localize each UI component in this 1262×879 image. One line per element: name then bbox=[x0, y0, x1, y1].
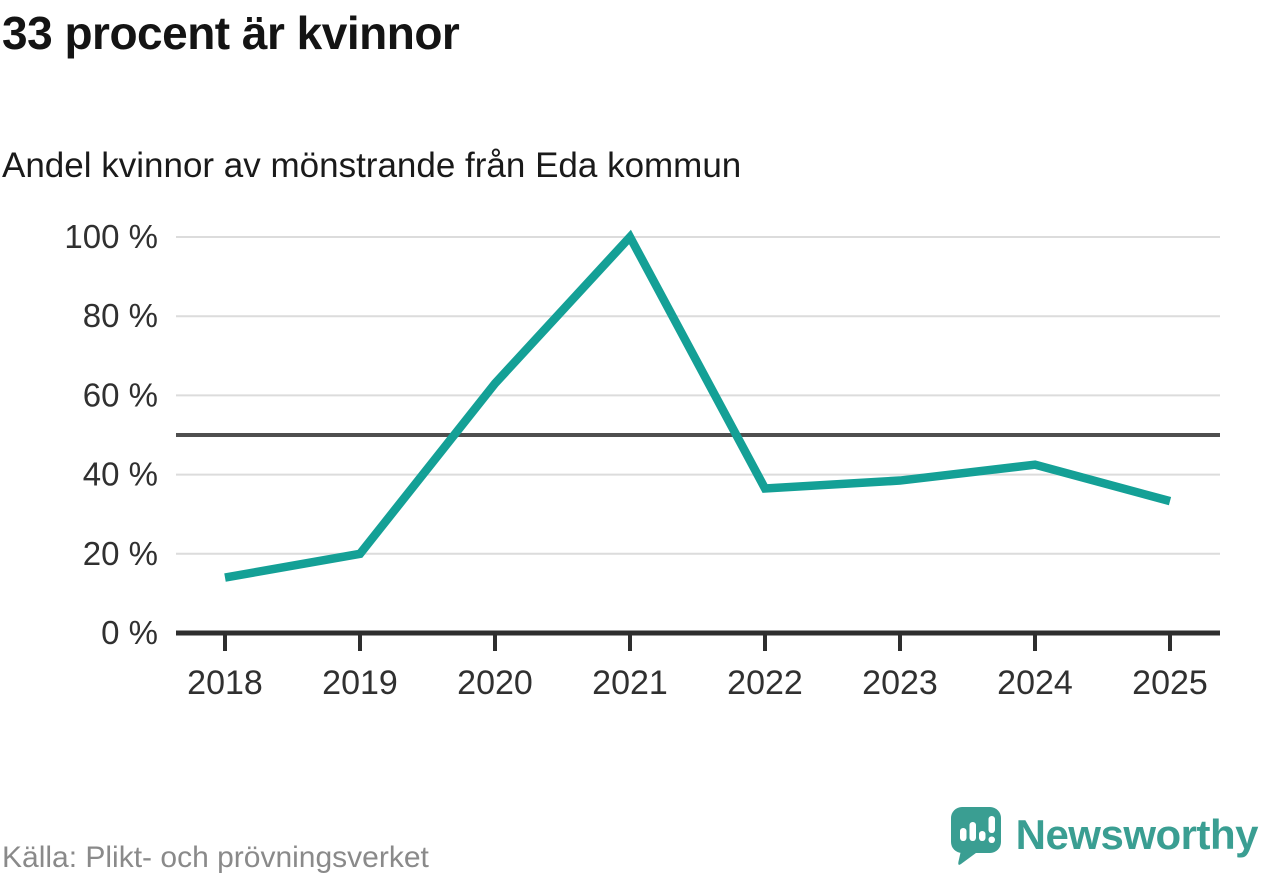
x-tick-label: 2025 bbox=[1132, 664, 1208, 702]
y-tick-label: 40 % bbox=[83, 456, 158, 493]
line-chart: 0 % 20 % 40 % 60 % 80 % 100 % 2018 2019 2020 2021… bbox=[64, 218, 1220, 702]
series-line bbox=[224, 229, 1172, 582]
chart-subtitle: Andel kvinnor av mönstrande från Eda kom… bbox=[2, 146, 742, 185]
x-tick-label: 2023 bbox=[862, 664, 938, 702]
x-tick-label: 2019 bbox=[322, 664, 398, 702]
y-tick-label: 60 % bbox=[83, 376, 158, 413]
x-tick-label: 2018 bbox=[187, 664, 263, 702]
newsworthy-logo: Newsworthy bbox=[948, 804, 1259, 866]
y-tick-label: 100 % bbox=[64, 218, 158, 255]
x-tick-label: 2021 bbox=[592, 664, 668, 702]
source-note: Källa: Plikt- och prövningsverket bbox=[2, 841, 429, 874]
y-tick-label: 0 % bbox=[101, 614, 158, 651]
newsworthy-bubble-chart-icon bbox=[950, 807, 1001, 865]
brand-name: Newsworthy bbox=[1015, 811, 1259, 858]
x-tick-label: 2020 bbox=[457, 664, 533, 702]
x-tick-label: 2024 bbox=[997, 664, 1073, 702]
y-tick-label: 80 % bbox=[83, 297, 158, 334]
y-tick-label: 20 % bbox=[83, 535, 158, 572]
chart-title: 33 procent är kvinnor bbox=[2, 7, 460, 59]
x-tick-label: 2022 bbox=[727, 664, 803, 702]
